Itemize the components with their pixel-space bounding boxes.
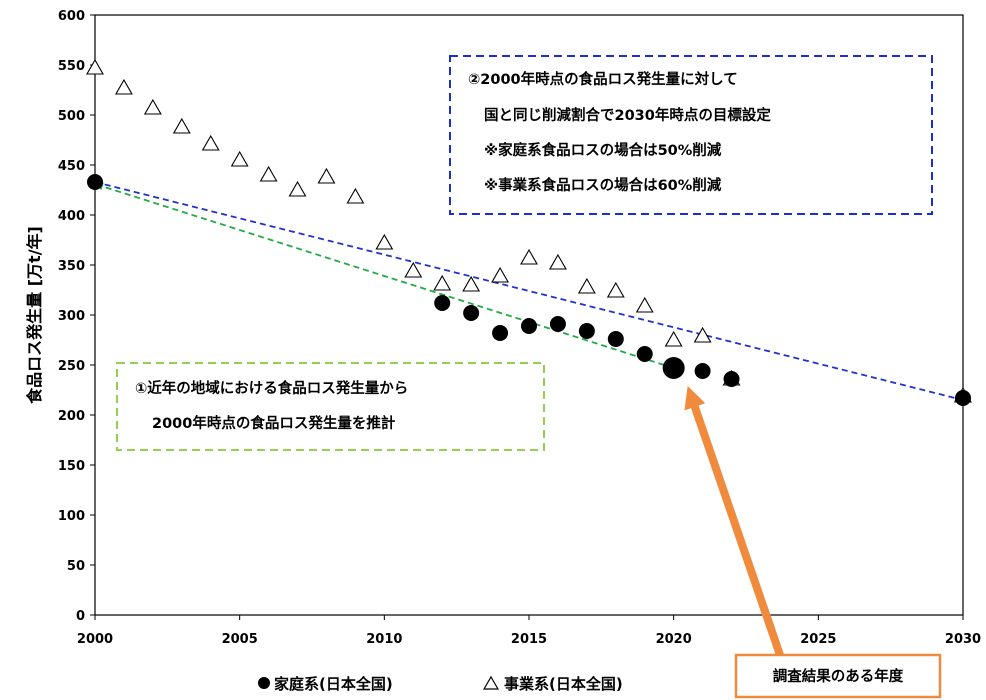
- y-tick-label: 600: [58, 9, 85, 24]
- callout: 調査結果のある年度: [684, 386, 942, 699]
- y-tick-label: 500: [58, 109, 85, 124]
- annotation-target-frame: [449, 55, 933, 215]
- legend-business-label: 事業系(日本全国): [504, 675, 623, 693]
- y-tick-label: 100: [58, 509, 85, 524]
- annotation-estimate-frame: [116, 362, 545, 451]
- household-point: [549, 316, 566, 332]
- business-point: [433, 274, 452, 291]
- business-point: [288, 180, 307, 197]
- business-point: [577, 277, 596, 294]
- x-tick-label: 2030: [945, 632, 981, 647]
- y-tick-label: 250: [58, 359, 85, 374]
- business-point: [548, 253, 567, 270]
- business-point: [491, 266, 510, 283]
- x-tick-label: 2020: [656, 632, 692, 647]
- household-point: [723, 371, 740, 387]
- x-tick-label: 2010: [366, 632, 402, 647]
- business-point: [317, 167, 336, 184]
- trend-lines: [94, 181, 964, 402]
- annotation-target-line-2: 国と同じ削減割合で2030年時点の目標設定: [484, 106, 771, 124]
- y-tick-label: 450: [58, 159, 85, 174]
- household-point: [434, 295, 451, 311]
- y-tick-label: 50: [67, 559, 85, 574]
- household-point: [521, 318, 537, 334]
- callout-box: [734, 653, 942, 699]
- household-point: [492, 325, 509, 341]
- business-point: [520, 248, 538, 265]
- household-point: [463, 305, 480, 321]
- x-tick-label: 2025: [800, 632, 836, 647]
- annotation-estimate-line-2: 2000年時点の食品ロス発生量を推計: [152, 414, 396, 432]
- business-point: [635, 296, 654, 313]
- household-point: [694, 363, 711, 379]
- business-point: [606, 281, 625, 298]
- annotation-target-line-4: ※事業系食品ロスの場合は60%削減: [484, 176, 722, 194]
- y-tick-label: 400: [58, 209, 85, 224]
- y-tick-label: 0: [76, 609, 85, 624]
- business-point: [346, 187, 365, 204]
- business-point: [230, 150, 249, 167]
- legend-business-marker: [482, 675, 500, 690]
- trend-line-1: [94, 181, 964, 402]
- annotation-target-line-1: ②2000年時点の食品ロス発生量に対して: [468, 70, 738, 88]
- y-axis-label: 食品ロス発生量 [万t/年]: [25, 226, 44, 405]
- x-tick-label: 2015: [511, 632, 547, 647]
- annotation-target: ②2000年時点の食品ロス発生量に対して 国と同じ削減割合で2030年時点の目標…: [449, 55, 933, 215]
- annotation-target-line-3: ※家庭系食品ロスの場合は50%削減: [484, 141, 722, 159]
- legend-household-marker: [258, 677, 270, 689]
- business-point: [462, 275, 481, 292]
- business-point: [114, 78, 133, 95]
- business-point: [664, 330, 683, 347]
- business-point: [375, 233, 394, 250]
- annotation-estimate-line-1: ①近年の地域における食品ロス発生量から: [135, 379, 408, 397]
- business-point: [86, 58, 104, 75]
- business-point: [259, 165, 278, 182]
- x-axis-ticks: 2000 2005 2010 2015 2020 2025 2030: [77, 615, 981, 647]
- legend-household-label: 家庭系(日本全国): [274, 675, 393, 693]
- y-tick-label: 300: [58, 309, 85, 324]
- y-tick-label: 350: [58, 259, 85, 274]
- callout-text: 調査結果のある年度: [773, 667, 904, 685]
- household-point: [607, 331, 624, 347]
- business-point: [201, 134, 220, 151]
- household-point: [636, 346, 653, 362]
- household-point: [955, 390, 971, 406]
- business-point: [693, 326, 712, 343]
- x-tick-label: 2000: [77, 632, 113, 647]
- household-point: [578, 323, 595, 339]
- business-point: [143, 98, 162, 115]
- y-tick-label: 200: [58, 409, 85, 424]
- business-point: [404, 261, 423, 278]
- y-tick-label: 150: [58, 459, 85, 474]
- trend-line-2: [94, 182, 674, 369]
- household-point: [662, 357, 685, 379]
- y-axis-ticks: 0 50 100 150 200 250 300 350 400 450 500 550 600: [58, 9, 95, 624]
- legend: 家庭系(日本全国) 事業系(日本全国): [258, 675, 623, 693]
- business-point: [172, 117, 191, 134]
- x-tick-label: 2005: [222, 632, 258, 647]
- household-point: [87, 174, 103, 190]
- callout-arrow: [684, 386, 784, 657]
- annotation-estimate: ①近年の地域における食品ロス発生量から 2000年時点の食品ロス発生量を推計: [116, 362, 545, 451]
- y-tick-label: 550: [58, 59, 85, 74]
- series-household: [87, 174, 971, 406]
